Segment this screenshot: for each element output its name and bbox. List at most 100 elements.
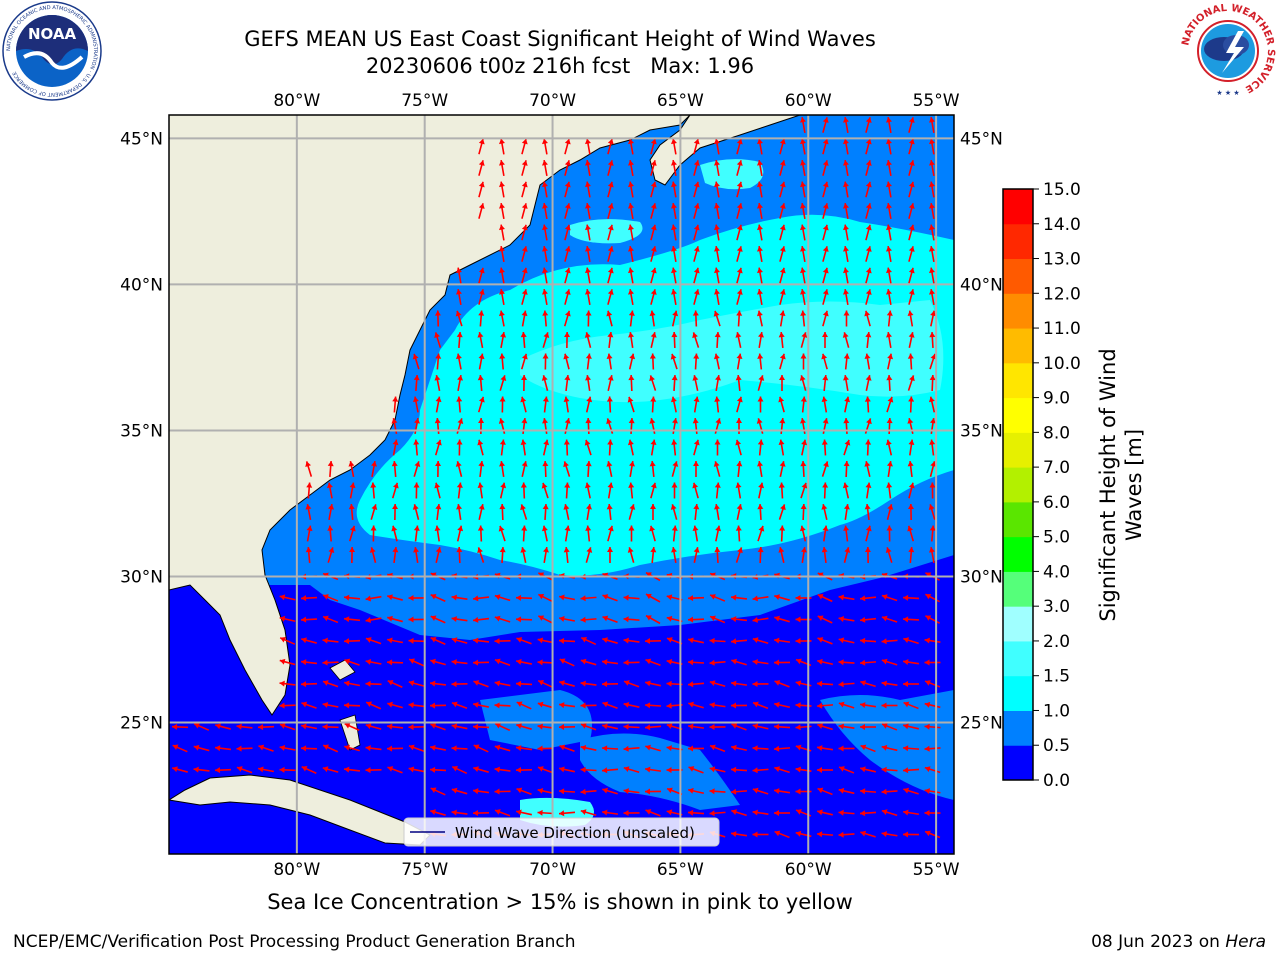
wave-arrow-head — [650, 439, 657, 446]
wave-arrow-head — [473, 810, 479, 817]
wave-arrow-head — [864, 353, 871, 360]
wave-arrow-head — [542, 289, 548, 295]
wave-arrow-head — [306, 525, 313, 532]
wave-arrow-head — [822, 332, 828, 337]
wave-arrow-head — [822, 181, 829, 188]
wave-arrow-head — [930, 353, 937, 360]
wave-arrow-head — [477, 375, 484, 381]
wave-arrow-head — [671, 138, 677, 145]
sea-ice-note: Sea Ice Concentration > 15% is shown in … — [267, 890, 853, 914]
wave-arrow-head — [473, 744, 480, 750]
wave-arrow-head — [731, 809, 738, 815]
wave-arrow-head — [844, 547, 851, 553]
wave-arrow-head — [930, 310, 937, 317]
lon-tick-top: 55°W — [913, 91, 960, 111]
wave-arrow-head — [692, 375, 699, 381]
wave-arrow-head — [371, 504, 378, 510]
wave-arrow-head — [628, 203, 634, 209]
wave-arrow-head — [731, 616, 737, 623]
wave-arrow-head — [881, 594, 888, 600]
wave-arrow-head — [344, 766, 350, 773]
wave-arrow-head — [670, 353, 677, 360]
wave-arrow-head — [521, 160, 528, 166]
colorbar-level: 1.0 — [1043, 701, 1070, 721]
wave-arrow-head — [586, 396, 593, 403]
wave-arrow-head — [391, 461, 398, 467]
wave-arrow-head — [473, 595, 479, 602]
wave-arrow-head — [903, 831, 909, 838]
wave-arrow-head — [817, 572, 824, 578]
wave-arrow-head — [736, 138, 743, 145]
wave-arrow-head — [650, 246, 657, 252]
wave-arrow-head — [817, 658, 823, 665]
wave-arrow-head — [713, 353, 720, 360]
wave-arrow-head — [666, 658, 673, 665]
wave-arrow-head — [279, 658, 286, 665]
wave-arrow-head — [671, 375, 678, 381]
lon-tick-bottom: 80°W — [273, 860, 320, 880]
wave-arrow-head — [903, 745, 909, 752]
wave-arrow-head — [392, 504, 399, 510]
wave-arrow-head — [538, 680, 545, 686]
wave-arrow-head — [623, 637, 629, 644]
colorbar-level: 0.5 — [1043, 736, 1070, 756]
wave-arrow-head — [305, 547, 312, 553]
wave-arrow-head — [929, 267, 935, 274]
wave-arrow-head — [693, 461, 699, 466]
wave-arrow-head — [757, 267, 763, 274]
wave-arrow-head — [606, 353, 613, 359]
wave-arrow-head — [909, 375, 915, 382]
wave-arrow-head — [455, 461, 462, 467]
wave-arrow-head — [580, 766, 586, 773]
wave-arrow-head — [731, 638, 737, 645]
wave-arrow-head — [929, 246, 935, 252]
wave-arrow-head — [564, 482, 571, 488]
wave-arrow-head — [628, 482, 635, 488]
wave-arrow-head — [839, 766, 845, 772]
wave-arrow-head — [628, 310, 635, 316]
map-tick-labels: 80°W 80°W 75°W 75°W 70°W 70°W 65°W 65°W 60°W 60°W… — [120, 91, 1003, 880]
wave-arrow-head — [370, 525, 377, 531]
wave-arrow-head — [882, 723, 888, 729]
wave-arrow-head — [387, 637, 393, 644]
wave-arrow-head — [710, 744, 716, 751]
wave-arrow-head — [542, 310, 549, 316]
wave-arrow-head — [714, 332, 721, 338]
wave-arrow-head — [564, 310, 571, 317]
wave-arrow-head — [520, 332, 527, 338]
wave-arrow-head — [709, 680, 716, 687]
wave-arrow-head — [731, 680, 737, 687]
wave-arrow-head — [516, 701, 523, 707]
wave-arrow-head — [328, 547, 335, 553]
wave-arrow-head — [408, 724, 414, 731]
wave-arrow-head — [779, 310, 786, 317]
wave-arrow-head — [908, 289, 915, 295]
wave-arrow-head — [881, 702, 887, 709]
wave-arrow-head — [693, 289, 700, 295]
colorbar-swatch — [1003, 223, 1033, 260]
wave-arrow-head — [731, 723, 738, 729]
wave-arrow-head — [693, 353, 700, 359]
wave-arrow-head — [714, 203, 720, 209]
wave-arrow-head — [795, 830, 802, 837]
wave-arrow-head — [752, 637, 759, 644]
wave-arrow-head — [795, 766, 801, 773]
map-legend: Wind Wave Direction (unscaled) — [403, 817, 720, 847]
wave-arrow-head — [606, 418, 612, 425]
wave-arrow-head — [821, 547, 828, 553]
wave-arrow-head — [800, 181, 806, 188]
wave-arrow-head — [451, 745, 457, 752]
wave-arrow-head — [516, 745, 522, 752]
wave-arrow-head — [495, 723, 502, 729]
wave-arrow-head — [322, 766, 329, 773]
colorbar-level: 2.0 — [1043, 632, 1070, 652]
colorbar-swatch — [1003, 328, 1033, 364]
wave-arrow-head — [736, 461, 743, 467]
wave-arrow-head — [817, 637, 824, 643]
wave-arrow-head — [365, 658, 372, 665]
wave-arrow-head — [796, 658, 802, 665]
wave-arrow-head — [236, 766, 243, 772]
wave-arrow-head — [881, 658, 888, 665]
wave-arrow-head — [881, 615, 888, 622]
wave-arrow-head — [392, 439, 399, 446]
